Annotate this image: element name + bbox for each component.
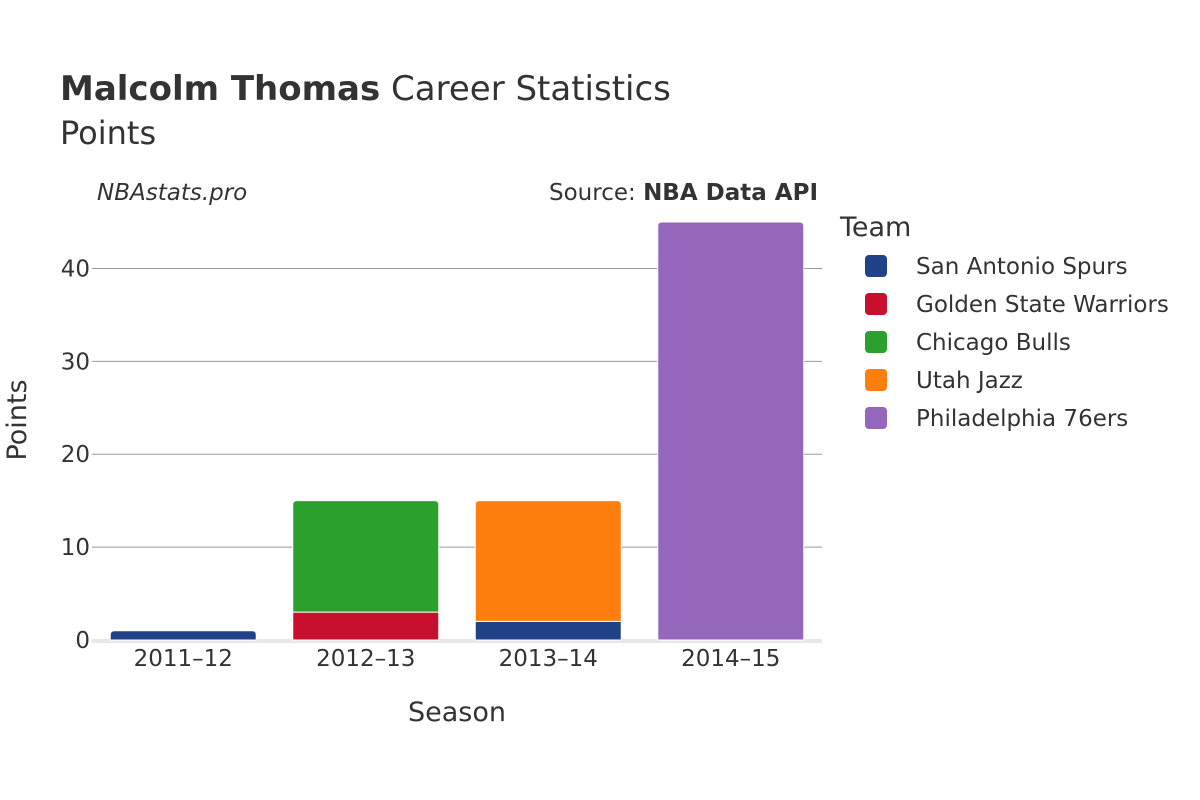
y-tick-label: 20 bbox=[61, 442, 90, 468]
legend-title: Team bbox=[839, 212, 911, 243]
chart-subtitle: Points bbox=[60, 114, 156, 152]
legend-label: Chicago Bulls bbox=[916, 330, 1071, 356]
source-note: Source: NBA Data API bbox=[549, 180, 818, 206]
source-prefix: Source: bbox=[549, 180, 643, 206]
legend-swatch bbox=[865, 293, 887, 315]
legend: San Antonio Spurs Golden State Warriors Ch… bbox=[865, 254, 1169, 432]
x-tick-label: 2013–14 bbox=[499, 646, 598, 672]
legend-label: Golden State Warriors bbox=[916, 292, 1169, 318]
legend-item[interactable]: San Antonio Spurs bbox=[865, 254, 1128, 280]
x-axis-title: Season bbox=[408, 697, 506, 728]
bar-segment bbox=[292, 611, 440, 641]
y-tick-label: 10 bbox=[61, 535, 90, 561]
legend-swatch bbox=[865, 369, 887, 391]
title-space bbox=[380, 69, 391, 109]
legend-item[interactable]: Chicago Bulls bbox=[865, 330, 1071, 356]
legend-item[interactable]: Philadelphia 76ers bbox=[865, 406, 1128, 432]
bar-segment bbox=[109, 630, 257, 641]
legend-item[interactable]: Golden State Warriors bbox=[865, 292, 1169, 318]
player-name: Malcolm Thomas bbox=[60, 69, 380, 109]
bar-segment bbox=[474, 620, 622, 641]
x-tick-label: 2011–12 bbox=[134, 646, 233, 672]
legend-label: Utah Jazz bbox=[916, 368, 1023, 394]
legend-label: Philadelphia 76ers bbox=[916, 406, 1128, 432]
y-axis-title: Points bbox=[2, 379, 33, 460]
y-tick-label: 0 bbox=[75, 628, 90, 654]
watermark: NBAstats.pro bbox=[97, 180, 247, 206]
y-tick-label: 30 bbox=[61, 349, 90, 375]
chart-title: Malcolm Thomas Career Statistics bbox=[60, 69, 671, 109]
legend-item[interactable]: Utah Jazz bbox=[865, 368, 1023, 394]
x-tick-label: 2014–15 bbox=[681, 646, 780, 672]
bars bbox=[109, 221, 805, 641]
y-tick-labels: 0 10 20 30 40 bbox=[61, 256, 90, 654]
legend-swatch bbox=[865, 407, 887, 429]
source-name: NBA Data API bbox=[643, 180, 818, 206]
title-suffix: Career Statistics bbox=[391, 69, 671, 109]
y-tick-label: 40 bbox=[61, 256, 90, 282]
x-tick-labels: 2011–12 2012–13 2013–14 2014–15 bbox=[134, 646, 781, 672]
legend-label: San Antonio Spurs bbox=[916, 254, 1128, 280]
bar-segment bbox=[292, 500, 440, 613]
bar-segment bbox=[474, 500, 622, 622]
legend-swatch bbox=[865, 255, 887, 277]
legend-swatch bbox=[865, 331, 887, 353]
x-tick-label: 2012–13 bbox=[316, 646, 415, 672]
bar-segment bbox=[657, 221, 805, 641]
